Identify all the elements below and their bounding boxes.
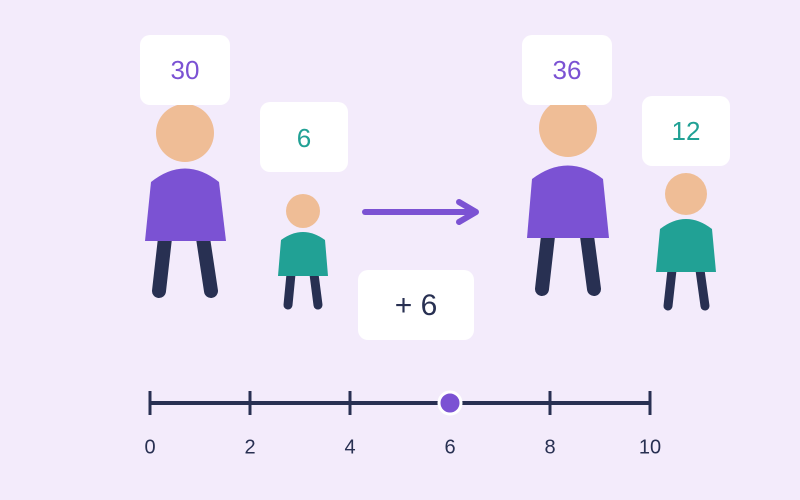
- leg: [283, 269, 296, 310]
- head: [286, 194, 320, 228]
- child-before: [278, 194, 328, 310]
- body: [656, 219, 716, 272]
- body: [145, 168, 226, 241]
- leg: [152, 231, 172, 298]
- slider[interactable]: 0 2 4 6 8 10: [144, 390, 661, 458]
- head: [665, 173, 707, 215]
- body: [527, 165, 609, 238]
- leg: [580, 229, 601, 296]
- slider-tick-label: 10: [639, 436, 661, 458]
- label-box: [260, 102, 348, 172]
- age-label: 12: [672, 116, 701, 146]
- head: [156, 104, 214, 162]
- leg: [535, 229, 555, 296]
- adult-before: [145, 104, 226, 298]
- slider-thumb[interactable]: [437, 390, 463, 416]
- arrow: [362, 199, 479, 225]
- child-after: [656, 173, 716, 311]
- head: [539, 99, 597, 157]
- age-label: 36: [553, 55, 582, 85]
- operation-label: + 6: [395, 289, 438, 322]
- leg: [309, 269, 323, 310]
- slider-tick-label: 2: [244, 436, 255, 458]
- operation-box: [358, 270, 474, 340]
- label-box: [140, 35, 230, 105]
- slider-tick-label: 0: [144, 436, 155, 458]
- slider-tick-label: 4: [344, 436, 355, 458]
- age-label: 30: [171, 55, 200, 85]
- age-label: 6: [297, 123, 311, 153]
- adult-after: [527, 99, 609, 296]
- label-box: [522, 35, 612, 105]
- body: [278, 232, 328, 276]
- leg: [695, 265, 710, 311]
- slider-tick-label: 8: [544, 436, 555, 458]
- leg: [663, 265, 677, 311]
- leg: [196, 231, 218, 298]
- label-box: [642, 96, 730, 166]
- slider-tick-label: 6: [444, 436, 455, 458]
